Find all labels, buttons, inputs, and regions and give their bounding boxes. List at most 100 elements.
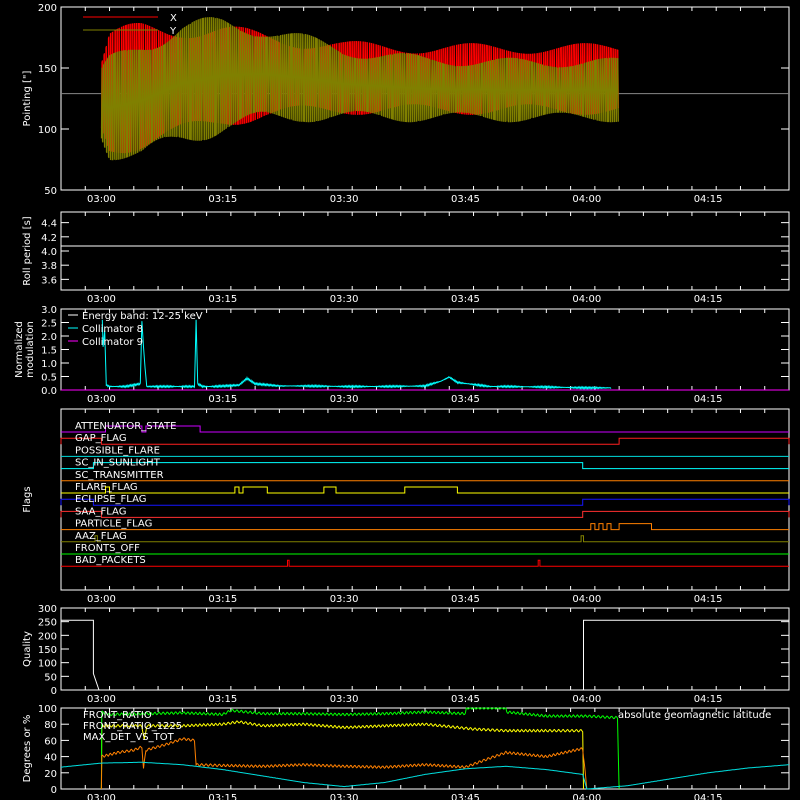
y-tick-label: 80 [44, 720, 57, 731]
x-tick-label: 03:15 [208, 394, 237, 405]
x-tick-label: 03:45 [451, 594, 480, 605]
y-tick-label: 0.0 [41, 386, 57, 397]
legend-heading: Energy band: 12-25 keV [82, 311, 203, 322]
y-tick-label: 150 [38, 64, 57, 75]
x-tick-label: 03:45 [451, 793, 480, 800]
series-line-absolute-geomagnetic-latitude [61, 761, 790, 790]
y-tick-label: 0 [51, 686, 57, 697]
flag-line-saa-flag [60, 510, 790, 518]
y-tick-label: 4.4 [41, 219, 57, 230]
flag-line-sc-in-sunlight [61, 462, 789, 470]
x-tick-label: 03:30 [330, 394, 359, 405]
y-tick-label: 1.5 [41, 346, 57, 357]
x-tick-label: 03:00 [87, 694, 116, 705]
flag-label: SC_TRANSMITTER [75, 470, 164, 481]
x-tick-label: 04:00 [572, 694, 601, 705]
flag-label: ECLIPSE_FLAG [75, 494, 146, 505]
y-axis-label: Degrees or % [22, 715, 33, 783]
x-tick-label: 04:15 [694, 793, 723, 800]
panel-1: 02:4503:0003:1503:3003:4504:0004:1550100… [22, 3, 790, 205]
x-tick-label: 04:00 [572, 294, 601, 305]
y-tick-label: 1.0 [41, 359, 57, 370]
x-tick-label: 03:30 [330, 694, 359, 705]
legend: Energy band: 12-25 keV Collimator 8 Collim… [68, 311, 203, 348]
y-tick-label: 2.0 [41, 332, 57, 343]
x-tick-label: 03:15 [208, 793, 237, 800]
y-tick-label: 50 [44, 186, 57, 197]
panel-6: 02:4503:0003:1503:3003:4504:0004:1502040… [22, 704, 790, 800]
y-tick-label: 50 [44, 672, 57, 683]
legend-label: X [170, 13, 177, 24]
y-axis-label: Quality [22, 631, 33, 667]
x-tick-label: 03:00 [87, 793, 116, 800]
y-tick-label: 3.8 [41, 261, 57, 272]
flag-label: GAP_FLAG [75, 433, 127, 444]
legend-label: FRONT_RATIO_1225 [83, 721, 182, 732]
x-tick-label: 04:15 [694, 294, 723, 305]
y-tick-label: 100 [38, 125, 57, 136]
x-tick-label: 03:00 [87, 394, 116, 405]
flag-line-gap-flag [60, 437, 790, 445]
series-line-max-det-vs-tot [100, 737, 588, 790]
x-tick-label: 04:15 [694, 194, 723, 205]
quality-line [61, 619, 789, 691]
y-tick-label: 40 [44, 753, 57, 764]
flag-label: AAZ_FLAG [75, 531, 127, 542]
y-tick-label: 20 [44, 769, 57, 780]
y-tick-label: 150 [38, 645, 57, 656]
flag-label: SAA_FLAG [75, 506, 126, 517]
x-tick-label: 03:15 [208, 694, 237, 705]
panel-4: 02:4503:0003:1503:3003:4504:0004:15Flags… [22, 408, 790, 605]
x-tick-label: 03:45 [451, 294, 480, 305]
legend-label-right: absolute geomagnetic latitude [618, 710, 771, 721]
x-tick-label: 03:45 [451, 194, 480, 205]
x-tick-label: 04:15 [694, 594, 723, 605]
y-tick-label: 100 [38, 659, 57, 670]
legend-label: Y [169, 26, 177, 37]
flag-line-particle-flag [61, 523, 789, 531]
flag-line-attenuator-state [61, 425, 789, 433]
y-tick-label: 300 [38, 604, 57, 615]
x-tick-label: 03:30 [330, 194, 359, 205]
legend-label: FRONT_RATIO [83, 710, 152, 721]
x-tick-label: 04:00 [572, 194, 601, 205]
flag-label: BAD_PACKETS [75, 555, 146, 566]
y-axis-label: Flags [22, 486, 33, 512]
x-tick-label: 04:15 [694, 394, 723, 405]
y-tick-label: 200 [38, 3, 57, 14]
panel-2: 02:4503:0003:1503:3003:4504:0004:153.63.… [22, 211, 790, 305]
x-tick-label: 03:45 [451, 394, 480, 405]
flag-line-flare-flag [61, 486, 789, 494]
legend-label: MAX_DET_VS_TOT [83, 732, 175, 743]
x-tick-label: 04:00 [572, 594, 601, 605]
y-tick-label: 3.0 [41, 305, 57, 316]
x-tick-label: 03:30 [330, 793, 359, 800]
y-tick-label: 0.5 [41, 373, 57, 384]
y-tick-label: 0 [51, 785, 57, 796]
x-tick-label: 03:30 [330, 294, 359, 305]
x-tick-label: 03:00 [87, 594, 116, 605]
y-tick-label: 60 [44, 736, 57, 747]
y-tick-label: 200 [38, 631, 57, 642]
series-line-collimator-8 [101, 319, 612, 390]
series-line-y [100, 16, 619, 161]
y-tick-label: 4.2 [41, 233, 57, 244]
x-tick-label: 03:00 [87, 294, 116, 305]
flag-label: SC_IN_SUNLIGHT [75, 458, 161, 469]
legend-label: Collimator 9 [82, 337, 143, 348]
y-tick-label: 250 [38, 618, 57, 629]
y-tick-label: 4.0 [41, 247, 57, 258]
x-tick-label: 04:15 [694, 694, 723, 705]
flag-label: PARTICLE_FLAG [75, 519, 152, 530]
y-tick-label: 2.5 [41, 319, 57, 330]
panel-5: 02:4503:0003:1503:3003:4504:0004:1505010… [22, 604, 790, 705]
flag-label: ATTENUATOR_STATE [75, 421, 176, 432]
series-line-front-ratio [100, 720, 584, 790]
legend: XY [83, 13, 177, 37]
flag-label: FRONTS_OFF [75, 543, 140, 554]
flag-label: FLARE_FLAG [75, 482, 138, 493]
x-tick-label: 03:30 [330, 594, 359, 605]
panel-3: 02:4503:0003:1503:3003:4504:0004:150.00.… [14, 305, 790, 405]
x-tick-label: 03:15 [208, 594, 237, 605]
